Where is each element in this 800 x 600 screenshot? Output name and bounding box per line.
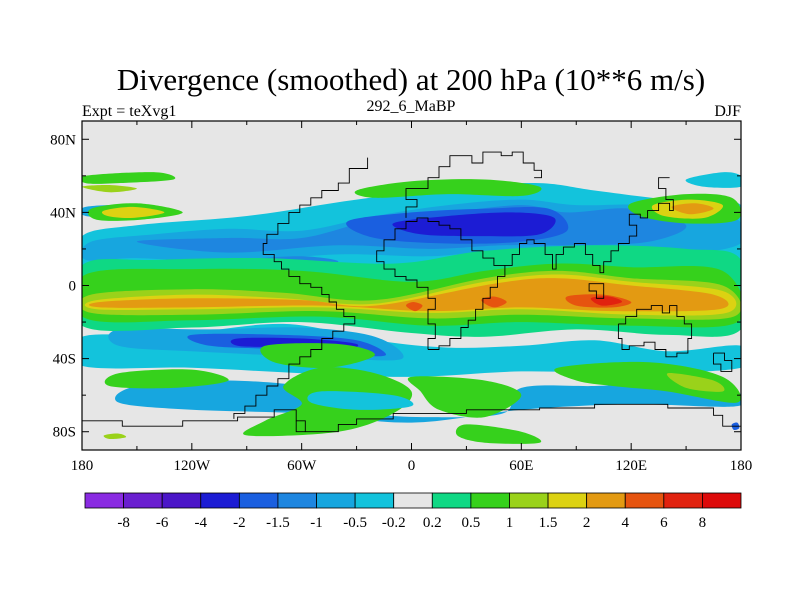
x-tick-label: 120W	[173, 458, 211, 474]
contour-region-35	[82, 172, 176, 184]
colorbar-box	[431, 492, 472, 509]
contour-region-31	[407, 376, 522, 418]
subtitle-right: DJF	[714, 103, 741, 120]
contour-fills	[82, 172, 741, 444]
colorbar-box	[586, 492, 626, 509]
y-tick-label: 0	[69, 279, 77, 295]
y-tick-label: 80N	[50, 132, 76, 148]
colorbar-box	[702, 492, 742, 509]
coastline-5	[617, 305, 693, 358]
coastline-outlines	[82, 151, 741, 433]
colorbar-box	[663, 492, 703, 509]
colorbar-box	[470, 492, 510, 509]
colorbar-box	[624, 492, 665, 509]
y-tick-label: 40S	[53, 352, 76, 368]
contour-region-4	[392, 212, 556, 237]
colorbar-box	[354, 492, 395, 509]
x-tick-label: 180	[730, 458, 753, 474]
colorbar-box	[123, 492, 163, 509]
chart-title: Divergence (smoothed) at 200 hPa (10**6 …	[117, 62, 705, 97]
coastline-7	[82, 403, 741, 433]
coastline-0	[233, 157, 369, 419]
colorbar-label: 1	[506, 515, 514, 531]
contour-region-34	[104, 369, 229, 389]
colorbar-label: 4	[621, 515, 629, 531]
coastline-3	[504, 177, 674, 274]
x-tick-label: 60W	[287, 458, 317, 474]
colorbar-label: -6	[156, 515, 169, 531]
y-axis-ticks: 80N 40N 0 40S 80S	[50, 132, 741, 441]
contour-region-16	[481, 296, 507, 308]
contour-region-39	[307, 391, 414, 410]
colorbar-box	[161, 492, 202, 509]
x-tick-label: 180	[71, 458, 94, 474]
colorbar-box	[316, 492, 356, 509]
contour-region-28	[260, 343, 375, 369]
contour-region-36	[685, 172, 741, 188]
colorbar-label: 2	[583, 515, 591, 531]
colorbar-box	[200, 492, 240, 509]
colorbar-box	[509, 492, 549, 509]
contour-region-23	[101, 206, 165, 219]
colorbar-label: -2	[233, 515, 246, 531]
colorbar-label: -4	[195, 515, 208, 531]
coastline-1	[376, 217, 506, 350]
colorbar-label: 8	[699, 515, 707, 531]
x-tick-label: 60E	[509, 458, 533, 474]
colorbar-label: -1	[310, 515, 323, 531]
contour-region-17	[405, 302, 423, 312]
colorbar-box	[238, 492, 279, 509]
colorbar-label: -8	[117, 515, 130, 531]
colorbar-box	[547, 492, 588, 509]
x-tick-label: 120E	[615, 458, 647, 474]
colorbar-label: 6	[660, 515, 668, 531]
contour-region-37	[455, 424, 542, 444]
colorbar: -8 -6 -4 -2 -1.5 -1 -0.5 -0.2 0.2 0.5 1 1.5 2 4 6 8	[84, 492, 742, 531]
coastline-2	[405, 151, 542, 218]
contour-region-27	[671, 203, 714, 215]
coastline-4	[588, 283, 605, 299]
colorbar-label: 0.5	[462, 515, 481, 531]
x-tick-label: 0	[408, 458, 416, 474]
contour-region-32	[554, 361, 741, 403]
y-tick-label: 80S	[53, 425, 76, 441]
contour-region-15	[88, 278, 729, 312]
colorbar-label: -1.5	[266, 515, 290, 531]
subtitle-center: 292_6_MaBP	[367, 98, 456, 115]
contour-region-33	[666, 373, 725, 392]
x-axis-ticks: 180 120W 60W 0 60E 120E 180	[71, 121, 753, 474]
colorbar-label: 0.2	[423, 515, 442, 531]
contour-region-24	[354, 179, 542, 198]
contour-region-20	[82, 184, 137, 193]
y-tick-label: 40N	[50, 205, 76, 221]
colorbar-box	[393, 492, 433, 509]
coastline-8	[295, 420, 306, 433]
colorbar-box	[84, 492, 124, 509]
colorbar-label: 1.5	[539, 515, 558, 531]
subtitle-left: Expt = teXvg1	[82, 103, 176, 120]
contour-region-29	[115, 380, 741, 423]
colorbar-box	[277, 492, 317, 509]
colorbar-label: -0.2	[382, 515, 406, 531]
coastline-6	[713, 352, 733, 372]
colorbar-label: -0.5	[343, 515, 367, 531]
contour-region-38	[103, 433, 127, 440]
